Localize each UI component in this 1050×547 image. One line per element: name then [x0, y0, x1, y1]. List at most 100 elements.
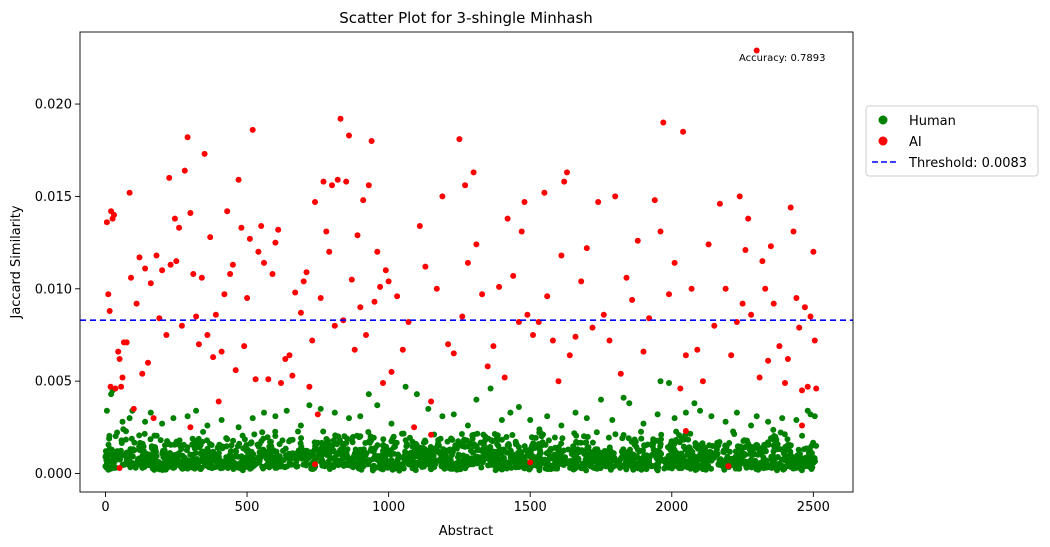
data-point: [742, 247, 749, 253]
data-point: [123, 449, 130, 456]
y-tick-label: 0.020: [35, 98, 72, 113]
data-point: [581, 433, 587, 440]
data-point: [329, 455, 336, 462]
data-point: [589, 324, 596, 331]
ai-series: [103, 47, 820, 471]
data-point: [572, 333, 579, 340]
data-point: [812, 458, 818, 465]
data-point: [571, 430, 578, 437]
data-point: [136, 432, 143, 439]
data-point: [705, 462, 711, 469]
data-point: [295, 428, 301, 435]
data-point: [201, 150, 208, 157]
data-point: [300, 278, 307, 285]
data-point: [271, 461, 278, 468]
data-point: [123, 428, 129, 435]
y-tick-label: 0.015: [35, 190, 72, 205]
data-point: [530, 332, 536, 338]
data-point: [787, 448, 794, 455]
data-point: [765, 357, 772, 364]
data-point: [221, 291, 228, 298]
data-point: [793, 417, 800, 423]
data-point: [153, 460, 160, 467]
data-point: [432, 461, 439, 468]
data-point: [629, 296, 636, 303]
data-point: [612, 457, 619, 464]
data-point: [484, 363, 491, 370]
data-point: [241, 464, 248, 471]
data-point: [620, 446, 627, 453]
legend-human-label: Human: [909, 114, 956, 129]
data-point: [634, 237, 641, 244]
data-point: [265, 376, 272, 383]
data-point: [705, 241, 712, 248]
data-point: [106, 435, 113, 442]
data-point: [755, 445, 762, 452]
data-point: [152, 445, 159, 452]
data-point: [584, 445, 591, 452]
data-point: [412, 448, 419, 455]
data-point: [210, 354, 217, 361]
data-point: [331, 322, 338, 329]
data-point: [262, 463, 268, 470]
data-point: [665, 452, 672, 459]
data-point: [306, 383, 313, 390]
data-point: [145, 453, 151, 460]
data-point: [524, 311, 531, 318]
data-point: [276, 441, 283, 448]
data-point: [365, 182, 372, 189]
data-point: [518, 449, 525, 456]
y-axis-label: Jaccard Similarity: [9, 205, 24, 319]
data-point: [198, 274, 205, 281]
data-point: [251, 431, 258, 438]
data-point: [443, 456, 450, 463]
data-point: [673, 428, 680, 435]
data-point: [464, 259, 471, 266]
data-point: [798, 467, 805, 474]
data-point: [448, 435, 455, 442]
human-series: [102, 378, 820, 474]
data-point: [748, 459, 755, 466]
data-point: [187, 424, 194, 431]
data-point: [223, 435, 230, 442]
data-point: [349, 434, 356, 440]
data-point: [608, 449, 615, 456]
data-point: [625, 450, 632, 457]
data-point: [347, 462, 354, 469]
data-point: [259, 429, 266, 436]
data-point: [804, 383, 811, 390]
data-point: [388, 368, 395, 375]
data-point: [240, 445, 247, 452]
chart-title: Scatter Plot for 3-shingle Minhash: [339, 9, 593, 27]
data-point: [344, 435, 351, 442]
data-point: [623, 274, 630, 281]
data-point: [495, 442, 502, 449]
data-point: [308, 465, 315, 472]
data-point: [195, 341, 202, 348]
data-point: [390, 450, 397, 457]
data-point: [657, 228, 664, 235]
data-point: [665, 444, 672, 451]
data-point: [540, 459, 547, 466]
data-point: [299, 453, 306, 460]
data-point: [750, 451, 757, 458]
data-point: [173, 258, 180, 265]
data-point: [128, 435, 135, 442]
data-point: [255, 248, 262, 255]
data-point: [105, 457, 112, 464]
data-point: [450, 350, 457, 357]
data-point: [107, 383, 114, 390]
data-point: [278, 463, 285, 470]
data-point: [632, 438, 639, 445]
data-point: [459, 313, 466, 320]
data-point: [672, 453, 679, 460]
data-point: [687, 430, 694, 437]
data-point: [413, 462, 420, 469]
data-point: [371, 298, 378, 305]
data-point: [544, 466, 551, 473]
data-point: [436, 442, 442, 449]
data-point: [507, 454, 514, 461]
data-point: [286, 438, 293, 445]
data-point: [655, 464, 662, 471]
